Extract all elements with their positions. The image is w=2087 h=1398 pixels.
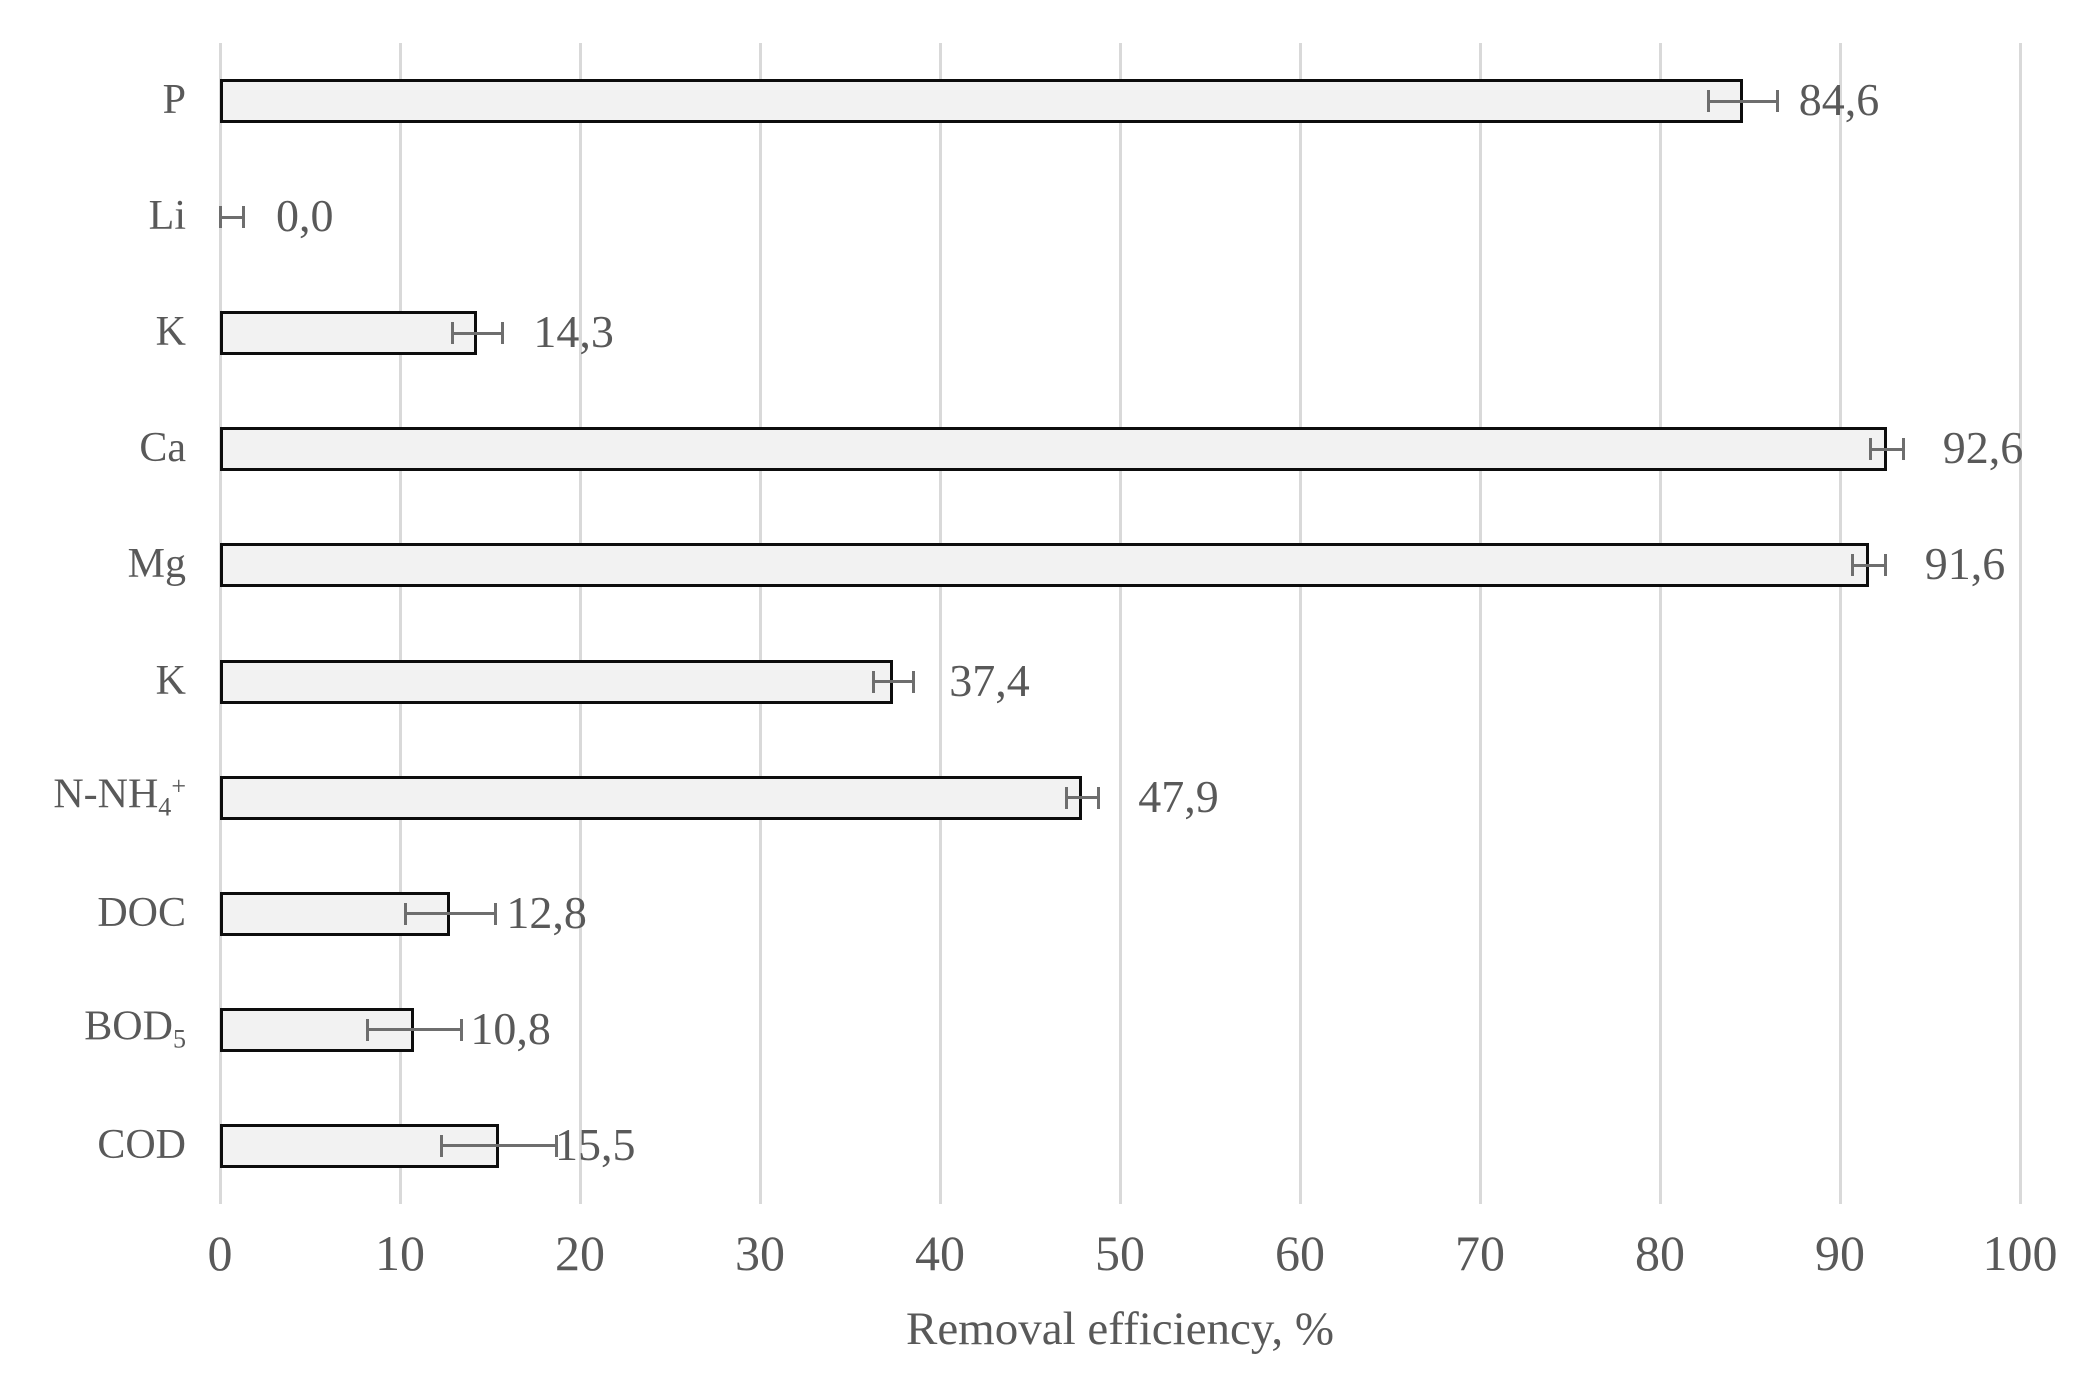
label-subscript: 5 xyxy=(172,1024,186,1054)
error-bar-cap xyxy=(1869,438,1873,461)
gridline xyxy=(218,43,222,1204)
error-bar-cap xyxy=(218,206,222,229)
error-bar xyxy=(452,331,503,335)
label-text: P xyxy=(162,77,186,124)
error-bar-cap xyxy=(1096,786,1100,809)
error-bar xyxy=(367,1028,462,1032)
bar xyxy=(220,543,1869,588)
x-tick-label: 40 xyxy=(915,1225,965,1281)
error-bar xyxy=(1852,563,1885,567)
category-label: P xyxy=(163,79,186,121)
value-label: 37,4 xyxy=(949,654,1030,706)
x-tick-label: 70 xyxy=(1455,1225,1505,1281)
error-bar-cap xyxy=(871,670,875,693)
error-bar-cap xyxy=(1883,554,1887,577)
error-bar-cap xyxy=(1851,554,1855,577)
label-text: COD xyxy=(97,1122,186,1169)
value-label: 0,0 xyxy=(276,190,334,242)
value-label: 15,5 xyxy=(555,1119,636,1171)
value-label: 91,6 xyxy=(1924,538,2006,590)
plot-area: 84,6 0,0 14,3 92,6 91,6 37,4 47,9 12,8 10,8 15,5 xyxy=(218,43,2023,1204)
gridline xyxy=(2018,43,2022,1204)
error-bar xyxy=(1870,447,1903,451)
gridline xyxy=(1658,43,1662,1204)
gridline xyxy=(578,43,582,1204)
value-label: 84,6 xyxy=(1798,74,1880,126)
gridline xyxy=(1838,43,1842,1204)
error-bar-cap xyxy=(555,1134,559,1157)
error-bar xyxy=(1708,99,1777,103)
category-label: Mg xyxy=(128,544,186,586)
label-text: DOC xyxy=(97,889,186,936)
gridline xyxy=(1298,43,1302,1204)
error-bar-cap xyxy=(1901,438,1905,461)
category-label: Li xyxy=(149,195,186,237)
label-text: BOD xyxy=(84,1003,173,1050)
bar xyxy=(220,79,1743,124)
x-tick-label: 30 xyxy=(735,1225,785,1281)
bar xyxy=(220,775,1083,820)
bar xyxy=(220,311,478,356)
value-label: 92,6 xyxy=(1942,422,2024,474)
gridline xyxy=(758,43,762,1204)
error-bar-cap xyxy=(403,902,407,925)
error-bar xyxy=(441,1144,557,1148)
x-tick-label: 90 xyxy=(1815,1225,1865,1281)
label-subscript: 4 xyxy=(158,792,172,822)
category-label: N-NH4+ xyxy=(53,773,186,820)
error-bar-cap xyxy=(1775,90,1779,113)
x-tick-label: 20 xyxy=(555,1225,605,1281)
value-label: 12,8 xyxy=(506,886,587,938)
x-tick-label: 0 xyxy=(207,1225,233,1281)
error-bar xyxy=(220,215,244,219)
error-bar-cap xyxy=(911,670,915,693)
bar xyxy=(220,659,894,704)
gridline xyxy=(938,43,942,1204)
error-bar xyxy=(873,680,913,684)
error-bar-cap xyxy=(366,1018,370,1041)
label-text: Li xyxy=(148,193,186,240)
bar xyxy=(220,427,1887,472)
label-supscript: + xyxy=(171,771,186,801)
x-axis-title: Removal efficiency, % xyxy=(905,1303,1335,1355)
error-bar-cap xyxy=(450,322,454,345)
value-label: 10,8 xyxy=(470,1002,551,1054)
x-tick-label: 50 xyxy=(1095,1225,1145,1281)
category-axis: P Li K Ca Mg K N-NH4+ DOC BOD5 COD xyxy=(0,43,220,1204)
label-text: Mg xyxy=(127,541,186,588)
value-label: 14,3 xyxy=(533,306,614,358)
category-label: DOC xyxy=(97,892,186,934)
label-text: K xyxy=(155,657,186,704)
label-text: Ca xyxy=(139,425,186,472)
value-label: 47,9 xyxy=(1138,770,1219,822)
error-bar xyxy=(405,912,496,916)
x-tick-label: 10 xyxy=(375,1225,425,1281)
error-bar-cap xyxy=(1064,786,1068,809)
category-label: K xyxy=(156,311,186,353)
error-bar-cap xyxy=(501,322,505,345)
x-tick-label: 60 xyxy=(1275,1225,1325,1281)
label-text: N-NH xyxy=(53,771,159,818)
category-label: K xyxy=(156,660,186,702)
category-label: COD xyxy=(97,1124,186,1166)
x-tick-label: 80 xyxy=(1635,1225,1685,1281)
gridline xyxy=(398,43,402,1204)
gridline xyxy=(1118,43,1122,1204)
error-bar-cap xyxy=(493,902,497,925)
error-bar-cap xyxy=(459,1018,463,1041)
x-tick-label: 100 xyxy=(1982,1225,2058,1281)
error-bar xyxy=(1066,796,1099,800)
category-label: BOD5 xyxy=(84,1005,186,1052)
label-text: K xyxy=(155,309,186,356)
gridline xyxy=(1478,43,1482,1204)
error-bar-cap xyxy=(439,1134,443,1157)
error-bar-cap xyxy=(1707,90,1711,113)
error-bar-cap xyxy=(241,206,245,229)
category-label: Ca xyxy=(139,428,186,470)
